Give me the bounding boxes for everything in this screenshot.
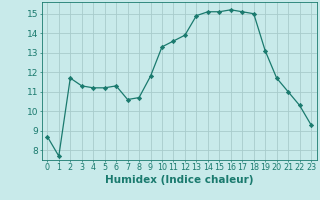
X-axis label: Humidex (Indice chaleur): Humidex (Indice chaleur) bbox=[105, 175, 253, 185]
